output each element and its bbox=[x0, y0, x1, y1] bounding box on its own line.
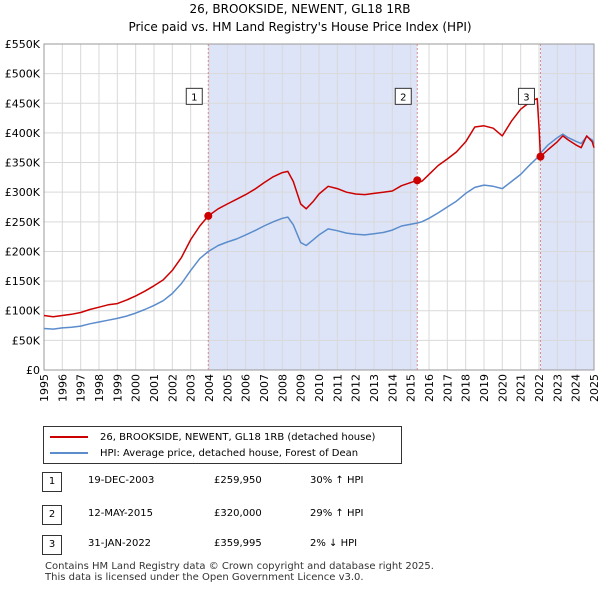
legend-label-property: 26, BROOKSIDE, NEWENT, GL18 1RB (detache… bbox=[100, 431, 376, 443]
plot-border bbox=[43, 43, 595, 371]
sale-price: £359,995 bbox=[214, 538, 262, 549]
x-tick-label: 2015 bbox=[405, 374, 418, 402]
x-tick-label: 2024 bbox=[570, 374, 583, 402]
footer-licence: This data is licensed under the Open Gov… bbox=[45, 572, 364, 583]
property-price-line bbox=[43, 97, 595, 318]
sale-hpi-change: 2% ↓ HPI bbox=[310, 538, 358, 549]
x-tick-label: 2020 bbox=[496, 374, 509, 402]
x-tick-label: 2014 bbox=[386, 374, 399, 402]
sale-label-number: 1 bbox=[191, 92, 197, 103]
sale-label-box bbox=[394, 87, 412, 105]
x-tick-label: 2001 bbox=[148, 374, 161, 402]
price-chart: £0 £50K £100K £150K £200K £250K £300K £350K £400… bbox=[5, 38, 600, 402]
x-tick-label: 2021 bbox=[515, 374, 528, 402]
x-tick-label: 2008 bbox=[276, 374, 289, 402]
x-tick-label: 2002 bbox=[166, 374, 179, 402]
y-tick-label: £0 bbox=[26, 364, 40, 377]
sale-price: £320,000 bbox=[214, 508, 262, 519]
x-tick-label: 2003 bbox=[185, 374, 198, 402]
sale-number-badge: 1 bbox=[42, 472, 62, 492]
shaded-ownership-period bbox=[540, 44, 594, 370]
x-tick-label: 1996 bbox=[56, 374, 69, 402]
y-tick-label: £350K bbox=[5, 157, 41, 170]
x-tick-label: 2010 bbox=[313, 374, 326, 402]
chart-legend: 26, BROOKSIDE, NEWENT, GL18 1RB (detache… bbox=[43, 426, 402, 464]
y-tick-label: £300K bbox=[5, 186, 41, 199]
chart-subtitle: Price paid vs. HM Land Registry's House … bbox=[128, 20, 472, 34]
x-tick-label: 2009 bbox=[295, 374, 308, 402]
x-tick-label: 1995 bbox=[38, 374, 51, 402]
sale-row: 1 19-DEC-2003 £259,950 30% ↑ HPI bbox=[42, 472, 462, 494]
sale-hpi-change: 30% ↑ HPI bbox=[310, 475, 364, 486]
sale-row: 3 31-JAN-2022 £359,995 2% ↓ HPI bbox=[42, 535, 462, 557]
sale-point bbox=[536, 152, 545, 161]
x-tick-label: 1997 bbox=[75, 374, 88, 402]
footer-copyright: Contains HM Land Registry data © Crown c… bbox=[45, 561, 434, 572]
x-tick-label: 2013 bbox=[368, 374, 381, 402]
y-tick-label: £50K bbox=[12, 334, 41, 347]
legend-item-property: 26, BROOKSIDE, NEWENT, GL18 1RB (detache… bbox=[50, 429, 375, 445]
sale-point bbox=[204, 211, 213, 220]
x-tick-label: 2006 bbox=[240, 374, 253, 402]
sale-date: 12-MAY-2015 bbox=[88, 508, 154, 519]
shaded-ownership-period bbox=[208, 44, 418, 370]
x-tick-label: 2022 bbox=[533, 374, 546, 402]
x-tick-label: 2018 bbox=[460, 374, 473, 402]
y-tick-label: £450K bbox=[5, 97, 41, 110]
sale-label-number: 3 bbox=[523, 92, 529, 103]
sale-date: 31-JAN-2022 bbox=[88, 538, 152, 549]
legend-label-hpi: HPI: Average price, detached house, Fore… bbox=[100, 447, 359, 459]
x-tick-label: 2005 bbox=[221, 374, 234, 402]
y-tick-label: £250K bbox=[5, 216, 41, 229]
y-tick-label: £200K bbox=[5, 245, 41, 258]
hpi-line bbox=[43, 133, 595, 330]
sale-row: 2 12-MAY-2015 £320,000 29% ↑ HPI bbox=[42, 505, 462, 527]
y-tick-label: £500K bbox=[5, 68, 41, 81]
x-tick-label: 2011 bbox=[331, 374, 344, 402]
x-tick-label: 2023 bbox=[551, 374, 564, 402]
legend-item-hpi: HPI: Average price, detached house, Fore… bbox=[50, 445, 358, 461]
legend-swatch-property bbox=[50, 436, 88, 438]
x-tick-label: 2019 bbox=[478, 374, 491, 402]
x-tick-label: 2000 bbox=[130, 374, 143, 402]
legend-swatch-hpi bbox=[50, 452, 88, 454]
sale-label-box bbox=[517, 87, 535, 105]
x-tick-label: 1999 bbox=[111, 374, 124, 402]
sale-number-badge: 3 bbox=[42, 535, 62, 555]
x-tick-label: 1998 bbox=[93, 374, 106, 402]
x-tick-label: 2012 bbox=[350, 374, 363, 402]
y-tick-label: £550K bbox=[5, 38, 41, 51]
sale-number-badge: 2 bbox=[42, 505, 62, 525]
x-tick-label: 2025 bbox=[588, 374, 600, 402]
sale-date: 19-DEC-2003 bbox=[88, 475, 155, 486]
y-tick-label: £150K bbox=[5, 275, 41, 288]
x-tick-label: 2004 bbox=[203, 374, 216, 402]
y-tick-label: £400K bbox=[5, 127, 41, 140]
x-tick-label: 2016 bbox=[423, 374, 436, 402]
sale-point bbox=[413, 176, 422, 185]
y-tick-label: £100K bbox=[5, 305, 41, 318]
footer: Contains HM Land Registry data © Crown c… bbox=[45, 561, 434, 583]
x-tick-label: 2007 bbox=[258, 374, 271, 402]
chart-title: 26, BROOKSIDE, NEWENT, GL18 1RB bbox=[189, 2, 411, 16]
sale-hpi-change: 29% ↑ HPI bbox=[310, 508, 364, 519]
sale-label-box bbox=[185, 87, 203, 105]
x-tick-label: 2017 bbox=[441, 374, 454, 402]
sale-label-number: 2 bbox=[400, 92, 406, 103]
sale-price: £259,950 bbox=[214, 475, 262, 486]
